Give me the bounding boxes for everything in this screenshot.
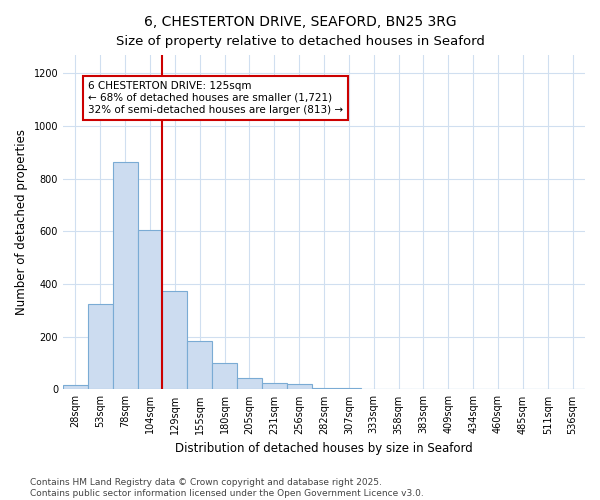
Bar <box>137 230 163 390</box>
Bar <box>311 388 337 390</box>
Bar <box>212 363 237 390</box>
Bar <box>113 162 137 390</box>
Bar <box>237 378 262 390</box>
Bar <box>163 290 187 390</box>
Bar <box>187 340 212 390</box>
Bar <box>337 388 361 390</box>
Text: Contains HM Land Registry data © Crown copyright and database right 2025.
Contai: Contains HM Land Registry data © Crown c… <box>30 478 424 498</box>
X-axis label: Distribution of detached houses by size in Seaford: Distribution of detached houses by size … <box>175 442 473 455</box>
Bar <box>63 386 88 390</box>
Bar <box>262 383 287 390</box>
Bar <box>88 304 113 390</box>
Text: 6 CHESTERTON DRIVE: 125sqm
← 68% of detached houses are smaller (1,721)
32% of s: 6 CHESTERTON DRIVE: 125sqm ← 68% of deta… <box>88 82 343 114</box>
Y-axis label: Number of detached properties: Number of detached properties <box>15 129 28 315</box>
Bar <box>485 388 511 390</box>
Text: 6, CHESTERTON DRIVE, SEAFORD, BN25 3RG: 6, CHESTERTON DRIVE, SEAFORD, BN25 3RG <box>143 15 457 29</box>
Text: Size of property relative to detached houses in Seaford: Size of property relative to detached ho… <box>116 35 484 48</box>
Bar <box>287 384 311 390</box>
